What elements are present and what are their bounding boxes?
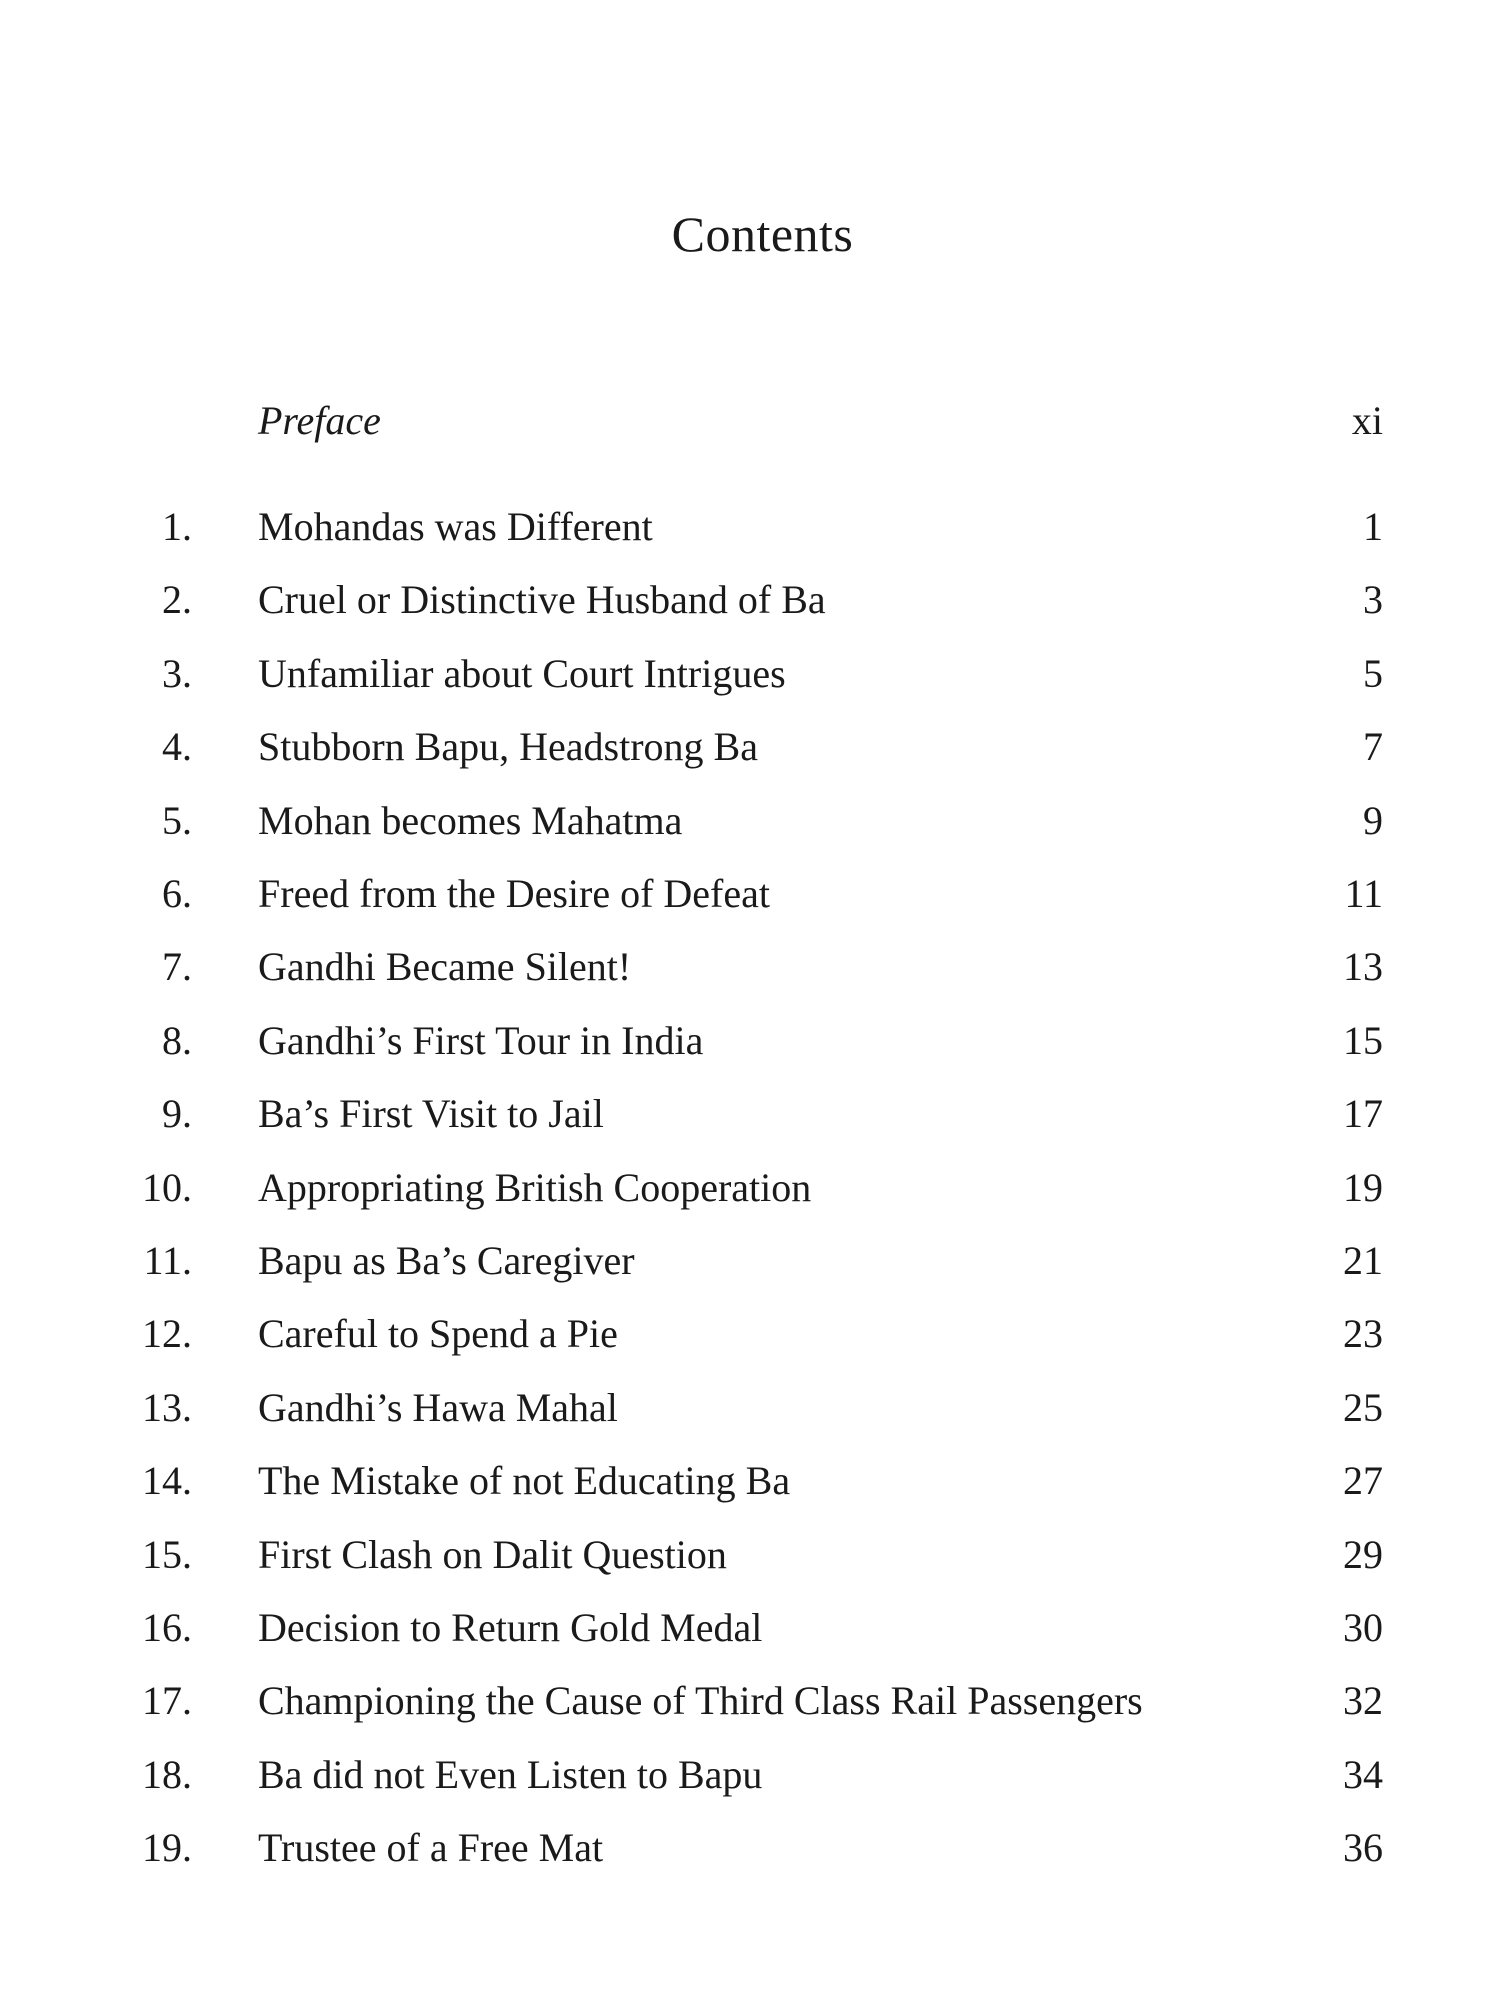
toc-number: 18. [142,1751,192,1797]
toc-title: The Mistake of not Educating Ba [258,1458,791,1504]
toc-page: 34 [1343,1751,1383,1797]
toc-number: 14. [142,1458,192,1504]
toc-title: Freed from the Desire of Defeat [258,871,770,916]
toc-title: Appropriating British Cooperation [258,1164,812,1210]
toc-page: 5 [1363,650,1383,696]
toc-page: 36 [1343,1825,1383,1871]
toc-page: 11 [1344,871,1383,916]
toc-title: Unfamiliar about Court Intrigues [258,650,786,696]
toc-title: Trustee of a Free Mat [258,1825,604,1871]
toc-entry[interactable]: 14. The Mistake of not Educating Ba 27 [0,1451,1500,1511]
toc-entry[interactable]: 18. Ba did not Even Listen to Bapu 34 [0,1745,1500,1805]
toc-number: 2. [162,577,192,623]
toc-number: 12. [142,1311,192,1357]
toc-page: 25 [1343,1384,1383,1430]
toc-entry[interactable]: 3. Unfamiliar about Court Intrigues 5 [0,644,1500,704]
toc-title: Preface [258,398,381,443]
toc-title: Gandhi’s Hawa Mahal [258,1384,618,1430]
toc-title: Ba’s First Visit to Jail [258,1091,604,1137]
toc-page: xi [1351,398,1383,443]
toc-number: 1. [162,504,192,549]
toc-number: 13. [142,1384,192,1430]
toc-title: Gandhi’s First Tour in India [258,1017,704,1063]
toc-number: 7. [162,944,192,990]
toc-number: 4. [162,724,192,770]
toc-number: 5. [162,797,192,843]
toc-entry[interactable]: 17. Championing the Cause of Third Class … [0,1671,1500,1731]
toc-page: 7 [1363,724,1383,770]
toc-number: 8. [162,1017,192,1063]
toc-number: 15. [142,1531,192,1577]
toc-entry[interactable]: 1. Mohandas was Different 1 [0,497,1500,557]
toc-entry[interactable]: 2. Cruel or Distinctive Husband of Ba 3 [0,570,1500,630]
toc-page: 19 [1343,1164,1383,1210]
toc-entry[interactable]: 16. Decision to Return Gold Medal 30 [0,1598,1500,1658]
toc-title: Bapu as Ba’s Caregiver [258,1238,635,1283]
toc-entry[interactable]: 10. Appropriating British Cooperation 19 [0,1158,1500,1218]
toc-entry[interactable]: 13. Gandhi’s Hawa Mahal 25 [0,1378,1500,1438]
toc-number: 3. [162,650,192,696]
toc-entry[interactable]: 4. Stubborn Bapu, Headstrong Ba 7 [0,717,1500,777]
toc-title: Careful to Spend a Pie [258,1311,618,1357]
toc-page: 32 [1343,1678,1383,1724]
toc-page: 1 [1363,504,1383,549]
toc-number: 19. [142,1825,192,1871]
toc-number: 11. [143,1238,192,1283]
toc-page: 30 [1343,1605,1383,1650]
toc-page: 29 [1343,1531,1383,1577]
toc-entry[interactable]: 6. Freed from the Desire of Defeat 11 [0,864,1500,924]
toc-entry[interactable]: 11. Bapu as Ba’s Caregiver 21 [0,1231,1500,1291]
toc-number: 16. [142,1605,192,1650]
toc-page: 13 [1343,944,1383,990]
toc-title: Gandhi Became Silent! [258,944,632,990]
toc-title: First Clash on Dalit Question [258,1531,727,1577]
toc-title: Ba did not Even Listen to Bapu [258,1751,763,1797]
toc-entry[interactable]: 15. First Clash on Dalit Question 29 [0,1525,1500,1585]
toc-number: 6. [162,871,192,916]
toc-entry[interactable]: 12. Careful to Spend a Pie 23 [0,1304,1500,1364]
toc-page: 9 [1363,797,1383,843]
page-title: Contents [671,206,854,262]
toc-title: Decision to Return Gold Medal [258,1605,763,1650]
toc-title: Mohandas was Different [258,504,653,549]
toc-entry[interactable]: 5. Mohan becomes Mahatma 9 [0,791,1500,851]
toc-number: 17. [142,1678,192,1724]
toc-page: 3 [1363,577,1383,623]
toc-page: 23 [1343,1311,1383,1357]
toc-entry[interactable]: 8. Gandhi’s First Tour in India 15 [0,1011,1500,1071]
toc-page: 15 [1343,1017,1383,1063]
toc-number: 9. [162,1091,192,1137]
toc-entry[interactable]: 7. Gandhi Became Silent! 13 [0,937,1500,997]
toc-page: 21 [1343,1238,1383,1283]
toc-page: 17 [1343,1091,1383,1137]
toc-title: Championing the Cause of Third Class Rai… [258,1678,1143,1724]
toc-title: Mohan becomes Mahatma [258,797,683,843]
toc-entry[interactable]: 19. Trustee of a Free Mat 36 [0,1818,1500,1878]
toc-preface[interactable]: Preface xi [0,391,1500,451]
toc-page: 27 [1343,1458,1383,1504]
toc-number: 10. [142,1164,192,1210]
toc-title: Cruel or Distinctive Husband of Ba [258,577,826,623]
toc-entry[interactable]: 9. Ba’s First Visit to Jail 17 [0,1084,1500,1144]
toc-title: Stubborn Bapu, Headstrong Ba [258,724,758,770]
